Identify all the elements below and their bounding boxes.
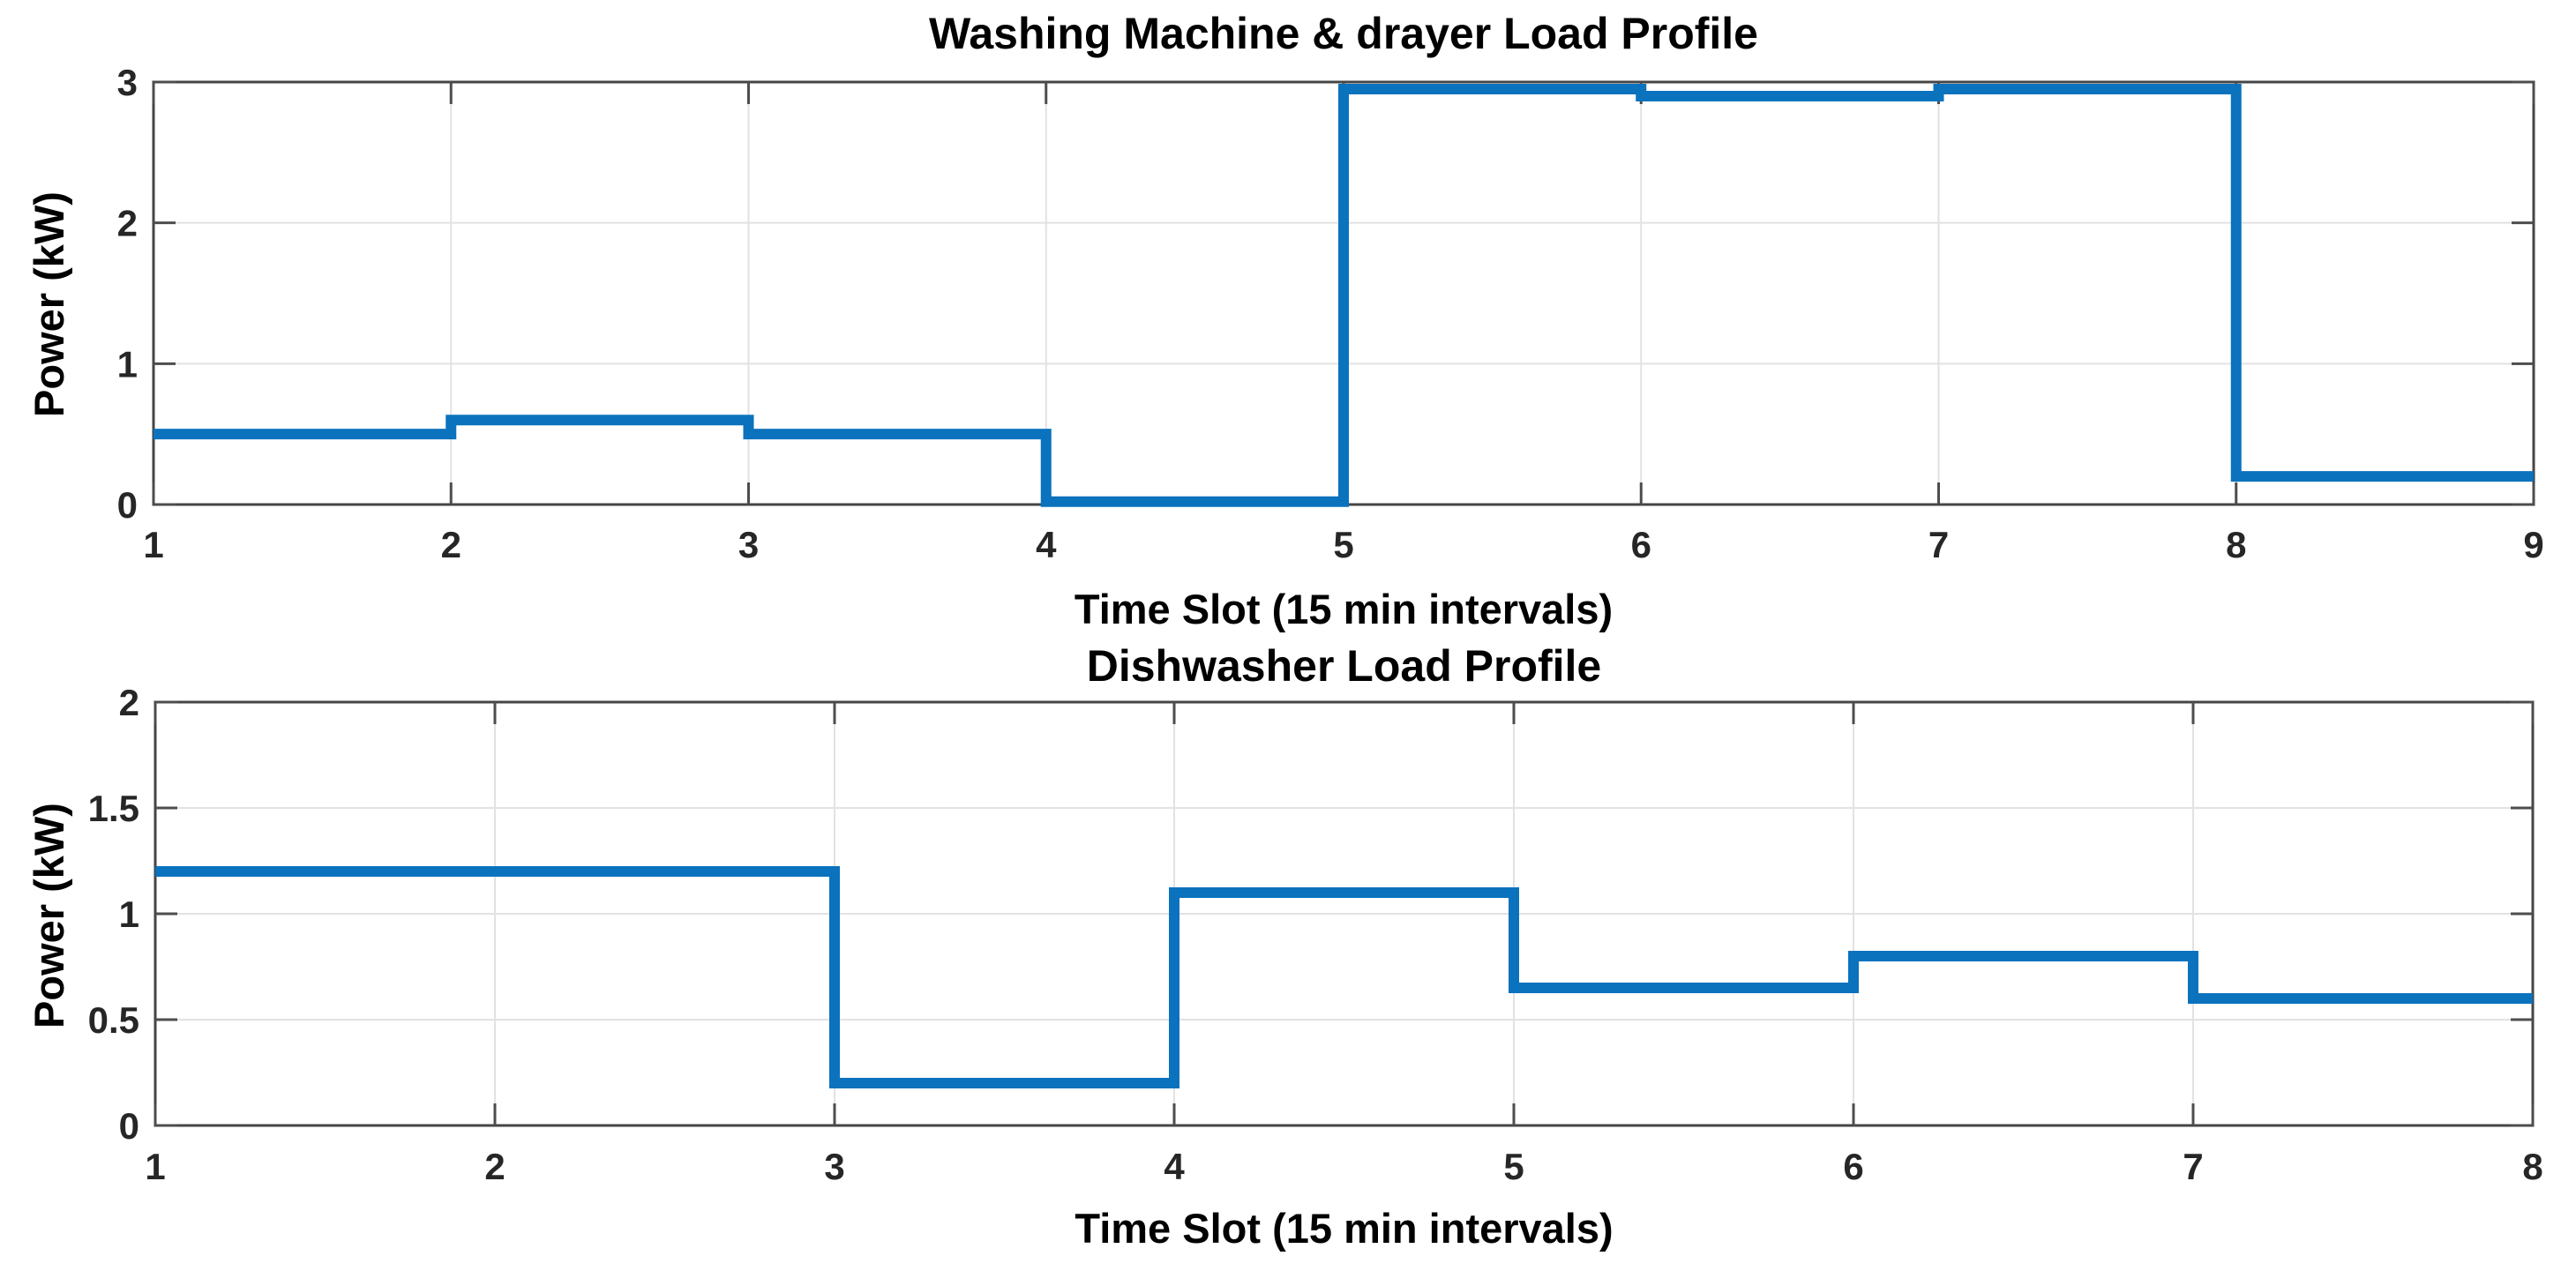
- x-tick-label: 2: [484, 1146, 505, 1187]
- x-tick-label: 5: [1333, 524, 1353, 565]
- x-tick-label: 1: [145, 1146, 165, 1187]
- dishwasher-load-chart: 1 2 3 4 5 6 7 8 0 0.5 1 1.5 2 Dishwasher Load Profile…: [26, 641, 2543, 1252]
- x-axis-label: Time Slot (15 min intervals): [1075, 1205, 1613, 1252]
- y-tick-label: 0: [119, 1105, 139, 1147]
- y-tick-label: 1.5: [88, 788, 139, 829]
- x-tick-label: 7: [1928, 524, 1949, 565]
- x-tick-label: 9: [2523, 524, 2543, 565]
- y-axis-label: Power (kW): [26, 191, 72, 417]
- y-tick-label: 2: [119, 682, 139, 723]
- x-tick-label: 5: [1503, 1146, 1524, 1187]
- x-tick-label: 6: [1631, 524, 1651, 565]
- x-tick-label: 1: [143, 524, 163, 565]
- x-tick-label: 8: [2522, 1146, 2542, 1187]
- x-tick-label: 6: [1843, 1146, 1863, 1187]
- y-tick-label: 3: [117, 62, 138, 103]
- x-tick-label: 4: [1164, 1146, 1185, 1187]
- x-tick-label: 8: [2226, 524, 2246, 565]
- y-tick-label: 0.5: [88, 999, 139, 1041]
- chart-title: Dishwasher Load Profile: [1087, 641, 1601, 691]
- series-line: [154, 83, 2534, 507]
- y-axis-label: Power (kW): [26, 803, 72, 1028]
- chart-title: Washing Machine & drayer Load Profile: [929, 9, 1758, 58]
- y-tick-label: 1: [119, 893, 139, 935]
- x-tick-label: 7: [2183, 1146, 2203, 1187]
- y-tick-label: 2: [117, 203, 138, 244]
- x-tick-label: 2: [441, 524, 461, 565]
- y-tick-label: 1: [117, 343, 138, 385]
- x-tick-label: 3: [738, 524, 759, 565]
- series-line: [155, 866, 2533, 1088]
- x-tick-label: 4: [1036, 524, 1057, 565]
- x-tick-label: 3: [824, 1146, 844, 1187]
- y-tick-label: 0: [117, 484, 138, 526]
- x-axis-label: Time Slot (15 min intervals): [1075, 586, 1613, 632]
